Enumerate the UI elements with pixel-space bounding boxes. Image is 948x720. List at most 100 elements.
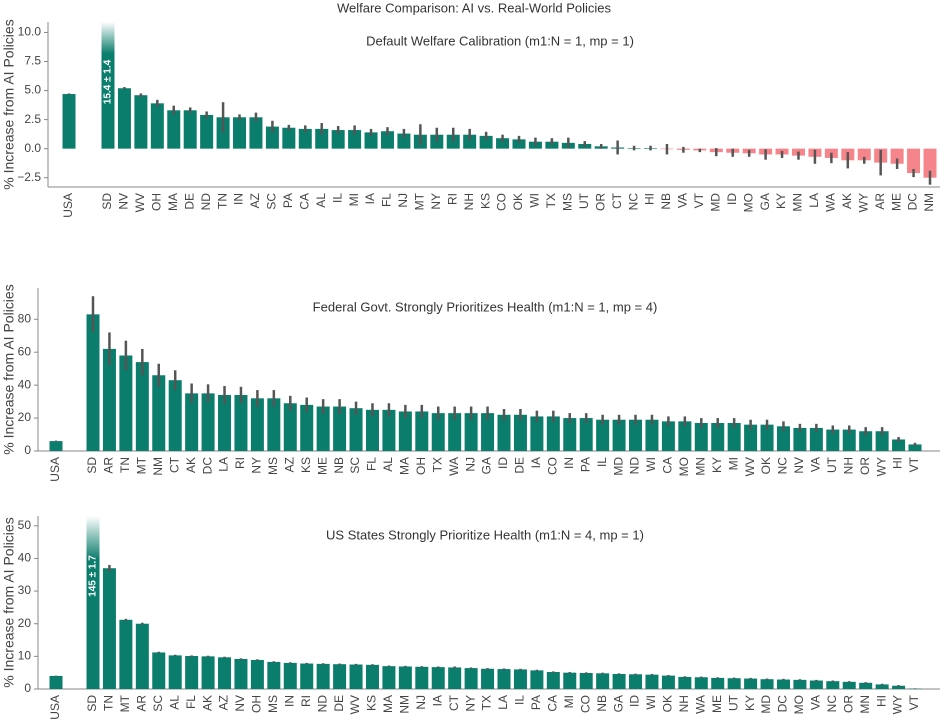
bar bbox=[382, 409, 396, 451]
bar bbox=[168, 380, 182, 451]
bar bbox=[431, 413, 445, 451]
bar bbox=[857, 148, 871, 161]
y-tick-label: 60 bbox=[18, 344, 32, 358]
y-axis-label: % Increase from AI Policies bbox=[1, 517, 17, 687]
bar bbox=[415, 666, 429, 689]
x-tick-label: CO bbox=[495, 193, 509, 211]
bar bbox=[892, 439, 906, 451]
bar bbox=[168, 655, 182, 689]
bar bbox=[464, 413, 478, 451]
x-tick-label: RI bbox=[233, 457, 247, 469]
bar bbox=[102, 568, 116, 689]
x-tick-label: VA bbox=[809, 457, 823, 472]
x-tick-label: TN bbox=[102, 695, 116, 711]
chart-title: US States Strongly Prioritize Health (m1… bbox=[326, 527, 644, 542]
x-tick-label: DC bbox=[200, 457, 214, 475]
x-tick-label: OR bbox=[841, 695, 855, 713]
x-tick-label: WY bbox=[891, 695, 905, 714]
y-axis-label: % Increase from AI Policies bbox=[1, 284, 17, 454]
bar bbox=[908, 444, 922, 451]
bar bbox=[875, 431, 889, 451]
bar bbox=[546, 672, 560, 689]
bar bbox=[563, 418, 577, 451]
bar bbox=[744, 424, 758, 451]
bar bbox=[842, 429, 856, 451]
bar bbox=[629, 674, 643, 689]
x-tick-label: WI bbox=[528, 193, 542, 208]
x-tick-label: AK bbox=[840, 193, 854, 209]
bar bbox=[62, 94, 76, 149]
bar bbox=[629, 419, 643, 451]
x-tick-label: NM bbox=[922, 193, 936, 212]
x-tick-label: NV bbox=[117, 193, 131, 210]
bar bbox=[183, 110, 197, 149]
x-tick-label: MS bbox=[266, 695, 280, 713]
x-tick-label: MI bbox=[347, 193, 361, 206]
bar bbox=[661, 675, 675, 689]
x-tick-label: OR bbox=[593, 193, 607, 211]
x-tick-label: FL bbox=[365, 457, 379, 471]
y-tick-label: 0.0 bbox=[24, 141, 41, 155]
y-tick-label: 10.0 bbox=[18, 25, 42, 39]
x-tick-label: UT bbox=[726, 694, 740, 711]
bar bbox=[201, 656, 215, 689]
x-tick-label: AL bbox=[314, 193, 328, 208]
x-tick-label: RI bbox=[299, 695, 313, 707]
x-tick-label: AZ bbox=[282, 457, 296, 472]
y-tick-label: 80 bbox=[18, 311, 32, 325]
bar bbox=[448, 667, 462, 689]
x-tick-label: USA bbox=[48, 457, 62, 482]
x-tick-label: CT bbox=[610, 192, 624, 209]
bar bbox=[760, 424, 774, 451]
bar bbox=[727, 423, 741, 451]
bar bbox=[907, 148, 921, 174]
bar bbox=[233, 117, 247, 149]
x-tick-label: AL bbox=[381, 457, 395, 472]
x-tick-label: OK bbox=[759, 457, 773, 474]
x-tick-label: DE bbox=[513, 457, 527, 474]
bar bbox=[348, 130, 362, 149]
bar bbox=[645, 419, 659, 451]
y-tick-label: −2.5 bbox=[17, 170, 41, 184]
x-tick-label: KY bbox=[710, 457, 724, 473]
bar bbox=[365, 409, 379, 451]
bar bbox=[167, 110, 181, 149]
bar bbox=[923, 148, 937, 178]
bar bbox=[101, 22, 115, 149]
bar bbox=[563, 672, 577, 689]
x-tick-label: OK bbox=[511, 193, 525, 210]
bar bbox=[645, 674, 659, 689]
x-tick-label: UT bbox=[577, 192, 591, 209]
bar bbox=[250, 659, 264, 689]
x-tick-label: PA bbox=[529, 695, 543, 710]
x-tick-label: TN bbox=[118, 457, 132, 473]
bar bbox=[135, 362, 149, 451]
x-tick-label: WY bbox=[874, 457, 888, 476]
x-tick-label: RI bbox=[445, 193, 459, 205]
x-tick-label: AZ bbox=[248, 193, 262, 208]
x-tick-label: NM bbox=[151, 457, 165, 476]
bar bbox=[579, 418, 593, 451]
bar bbox=[265, 126, 279, 149]
x-tick-label: CA bbox=[661, 457, 675, 474]
bar bbox=[201, 393, 215, 451]
x-tick-label: OH bbox=[149, 193, 163, 211]
bar bbox=[135, 623, 149, 689]
bar bbox=[744, 678, 758, 689]
x-tick-label: NY bbox=[463, 695, 477, 712]
bar bbox=[479, 135, 493, 149]
x-tick-label: NB bbox=[595, 695, 609, 712]
x-tick-label: ND bbox=[315, 695, 329, 713]
bar bbox=[842, 681, 856, 689]
bar bbox=[579, 673, 593, 689]
bar bbox=[119, 355, 133, 451]
bar bbox=[596, 673, 610, 689]
y-tick-label: 40 bbox=[18, 377, 32, 391]
x-tick-label: CT bbox=[447, 694, 461, 711]
x-tick-label: GA bbox=[758, 193, 772, 210]
bar bbox=[331, 130, 345, 149]
x-tick-label: GA bbox=[480, 457, 494, 474]
bar bbox=[382, 666, 396, 689]
x-tick-label: NY bbox=[250, 457, 264, 474]
